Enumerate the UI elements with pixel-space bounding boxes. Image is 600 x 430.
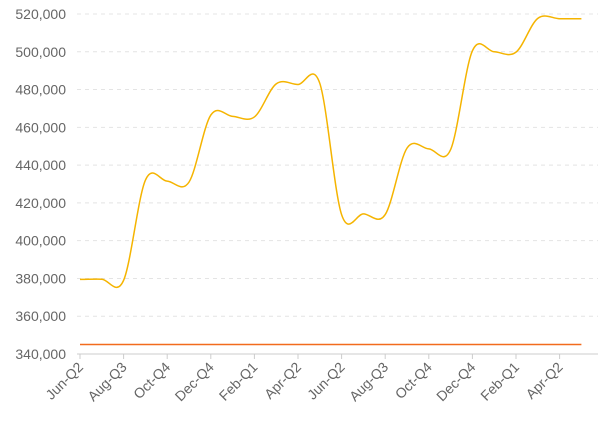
gridlines xyxy=(77,13,598,355)
y-tick-label: 500,000 xyxy=(15,44,66,60)
x-tick-label: Jun-Q2 xyxy=(42,359,86,403)
y-tick-label: 380,000 xyxy=(15,270,66,286)
x-tick-label: Aug-Q3 xyxy=(84,359,130,405)
x-tick-label: Feb-Q1 xyxy=(216,359,261,404)
y-tick-label: 340,000 xyxy=(15,346,66,362)
x-tick-label: Aug-Q3 xyxy=(346,359,392,405)
x-tick-label: Oct-Q4 xyxy=(392,359,435,402)
x-tick-label: Feb-Q1 xyxy=(477,359,522,404)
y-tick-label: 460,000 xyxy=(15,119,66,135)
x-tick-label: Apr-Q2 xyxy=(522,359,565,402)
y-tick-label: 480,000 xyxy=(15,82,66,98)
y-tick-label: 360,000 xyxy=(15,308,66,324)
x-tick-label: Dec-Q4 xyxy=(172,359,218,405)
y-tick-label: 520,000 xyxy=(15,6,66,22)
x-tick-label: Dec-Q4 xyxy=(433,359,479,405)
x-tick-label: Oct-Q4 xyxy=(130,359,173,402)
series-line-1 xyxy=(79,15,582,289)
y-tick-label: 440,000 xyxy=(15,157,66,173)
y-tick-label: 400,000 xyxy=(15,233,66,249)
x-tick-label: Apr-Q2 xyxy=(261,359,304,402)
y-tick-label: 420,000 xyxy=(15,195,66,211)
y-axis-tick-labels: 340,000 360,000 380,000 400,000 420,000 440,0… xyxy=(15,6,66,362)
series-lines xyxy=(79,15,582,346)
x-tick-label: Jun-Q2 xyxy=(304,359,348,403)
